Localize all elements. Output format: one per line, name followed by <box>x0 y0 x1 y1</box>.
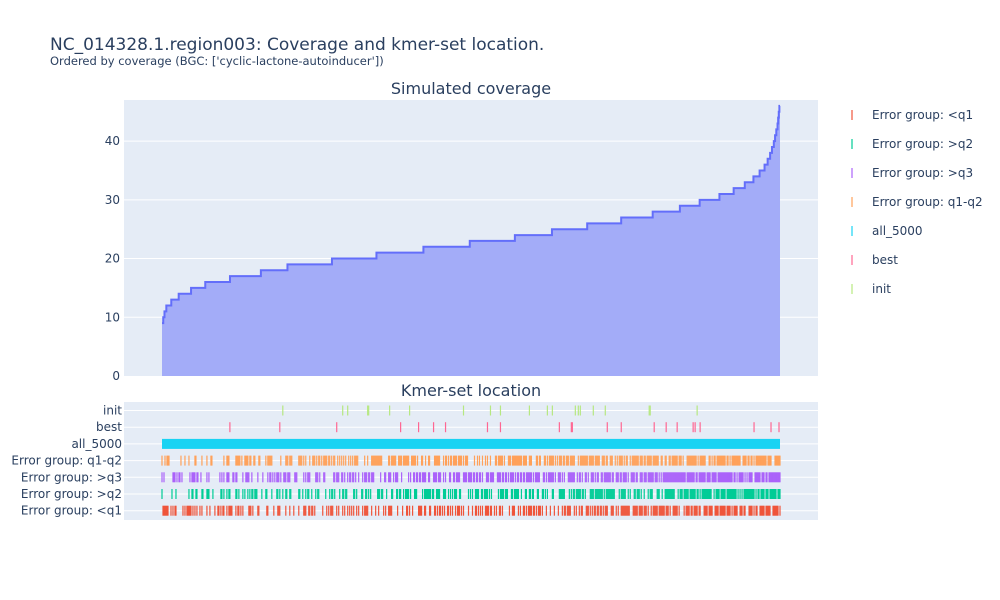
kmer-category-label: Error group: >q2 <box>21 487 122 501</box>
legend: Error group: <q1 Error group: >q2 Error gr… <box>851 108 983 296</box>
kmer-category-label: init <box>103 404 122 418</box>
legend-item[interactable]: init <box>851 282 891 296</box>
legend-label: Error group: >q3 <box>872 166 973 180</box>
kmer-series-error-group-q2 <box>161 489 781 499</box>
legend-item[interactable]: Error group: <q1 <box>851 108 973 122</box>
kmer-category-label: Error group: q1-q2 <box>11 454 122 468</box>
kmer-category-label: Error group: <q1 <box>21 504 122 518</box>
kmer-series-error-group-q1-q2 <box>161 455 781 466</box>
legend-label: best <box>872 253 898 267</box>
kmer-series-best <box>229 422 780 433</box>
legend-item[interactable]: best <box>851 253 898 267</box>
legend-label: Error group: <q1 <box>872 108 973 122</box>
coverage-y-tick-label: 40 <box>105 134 120 148</box>
coverage-y-ticks: 0 10 20 30 40 <box>105 134 120 383</box>
kmer-category-label: best <box>96 420 122 434</box>
kmer-plot: init best all_5000 Error group: q1-q2 Error … <box>11 402 818 520</box>
legend-item[interactable]: Error group: >q2 <box>851 137 973 151</box>
kmer-series-init <box>282 405 698 416</box>
legend-item[interactable]: Error group: q1-q2 <box>851 195 983 209</box>
coverage-plot: 0 10 20 30 40 <box>105 100 818 383</box>
legend-label: Error group: q1-q2 <box>872 195 983 209</box>
legend-label: init <box>872 282 891 296</box>
kmer-marks <box>161 405 781 516</box>
coverage-subplot-title: Simulated coverage <box>391 79 551 98</box>
legend-item[interactable]: Error group: >q3 <box>851 166 973 180</box>
kmer-category-labels: init best all_5000 Error group: q1-q2 Error … <box>11 404 122 518</box>
legend-label: all_5000 <box>872 224 923 238</box>
coverage-line <box>162 104 781 325</box>
kmer-category-label: Error group: >q3 <box>21 470 122 484</box>
kmer-series-error-group-q3 <box>161 472 781 483</box>
coverage-y-tick-label: 30 <box>105 193 120 207</box>
kmer-series-error-group-q1 <box>162 505 781 516</box>
figure-subtitle: Ordered by coverage (BGC: ['cyclic-lacto… <box>50 54 384 68</box>
legend-item[interactable]: all_5000 <box>851 224 923 238</box>
kmer-category-label: all_5000 <box>71 437 122 451</box>
kmer-mark-band <box>162 438 780 449</box>
legend-label: Error group: >q2 <box>872 137 973 151</box>
kmer-subplot-title: Kmer-set location <box>401 381 541 400</box>
coverage-y-tick-label: 20 <box>105 252 120 266</box>
coverage-area <box>162 105 780 376</box>
coverage-y-tick-label: 10 <box>105 310 120 324</box>
kmer-series-all-5000 <box>162 438 780 449</box>
coverage-y-tick-label: 0 <box>112 369 120 383</box>
figure-title: NC_014328.1.region003: Coverage and kmer… <box>50 35 544 55</box>
